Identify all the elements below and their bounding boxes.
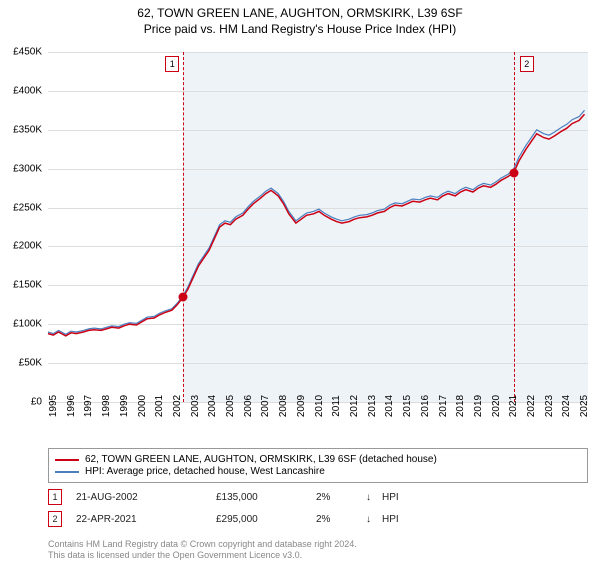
x-tick-label: 2022 <box>526 395 537 417</box>
x-tick-label: 2025 <box>579 395 590 417</box>
legend-box: 62, TOWN GREEN LANE, AUGHTON, ORMSKIRK, … <box>48 448 588 483</box>
x-tick-label: 2009 <box>296 395 307 417</box>
x-tick-label: 2014 <box>384 395 395 417</box>
y-tick-label: £300K <box>13 163 42 174</box>
sale-price: £135,000 <box>216 492 316 503</box>
marker-dot-2 <box>509 168 518 177</box>
x-tick-label: 2002 <box>172 395 183 417</box>
x-tick-label: 2019 <box>473 395 484 417</box>
x-tick-label: 1996 <box>66 395 77 417</box>
sale-row: 1 21-AUG-2002£135,0002%↓HPI <box>48 489 588 505</box>
legend-row: 62, TOWN GREEN LANE, AUGHTON, ORMSKIRK, … <box>55 454 581 465</box>
y-tick-label: £100K <box>13 319 42 330</box>
attribution: Contains HM Land Registry data © Crown c… <box>48 539 357 562</box>
x-tick-label: 2021 <box>508 395 519 417</box>
y-tick-label: £350K <box>13 124 42 135</box>
marker-dot-1 <box>179 293 188 302</box>
legend-swatch <box>55 471 79 473</box>
legend-label: 62, TOWN GREEN LANE, AUGHTON, ORMSKIRK, … <box>85 454 437 465</box>
series-property <box>48 114 585 336</box>
series-hpi <box>48 110 585 334</box>
x-tick-label: 2008 <box>278 395 289 417</box>
x-tick-label: 2016 <box>420 395 431 417</box>
x-tick-label: 2010 <box>314 395 325 417</box>
x-tick-label: 1998 <box>101 395 112 417</box>
x-tick-label: 2013 <box>367 395 378 417</box>
x-tick-label: 2023 <box>544 395 555 417</box>
legend-row: HPI: Average price, detached house, West… <box>55 466 581 477</box>
marker-line-1 <box>183 52 184 402</box>
sale-date: 21-AUG-2002 <box>76 492 216 503</box>
chart-plot-area: 12 <box>48 52 588 402</box>
marker-box-2: 2 <box>520 56 534 72</box>
x-tick-label: 2011 <box>331 395 342 417</box>
x-tick-label: 2020 <box>491 395 502 417</box>
y-tick-label: £200K <box>13 241 42 252</box>
x-tick-label: 2001 <box>154 395 165 417</box>
x-tick-label: 2006 <box>243 395 254 417</box>
x-tick-label: 2018 <box>455 395 466 417</box>
x-tick-label: 1997 <box>83 395 94 417</box>
sale-row: 2 22-APR-2021£295,0002%↓HPI <box>48 511 588 527</box>
chart-subtitle: Price paid vs. HM Land Registry's House … <box>0 22 600 36</box>
x-tick-label: 1995 <box>48 395 59 417</box>
chart-lines <box>48 52 588 402</box>
x-tick-label: 2024 <box>561 395 572 417</box>
sale-vs: HPI <box>382 514 399 525</box>
x-tick-label: 2015 <box>402 395 413 417</box>
x-tick-label: 2000 <box>137 395 148 417</box>
sale-date: 22-APR-2021 <box>76 514 216 525</box>
y-tick-label: £150K <box>13 280 42 291</box>
legend-swatch <box>55 459 79 461</box>
y-tick-label: £250K <box>13 202 42 213</box>
y-tick-label: £50K <box>19 358 42 369</box>
legend-label: HPI: Average price, detached house, West… <box>85 466 325 477</box>
y-tick-label: £450K <box>13 47 42 58</box>
attribution-line1: Contains HM Land Registry data © Crown c… <box>48 539 357 551</box>
x-tick-label: 1999 <box>119 395 130 417</box>
sale-marker: 2 <box>48 511 62 527</box>
x-tick-label: 2003 <box>190 395 201 417</box>
marker-box-1: 1 <box>165 56 179 72</box>
sale-delta: 2% <box>316 492 366 503</box>
down-arrow-icon: ↓ <box>366 492 382 503</box>
x-tick-label: 2004 <box>207 395 218 417</box>
sale-delta: 2% <box>316 514 366 525</box>
x-tick-label: 2017 <box>438 395 449 417</box>
down-arrow-icon: ↓ <box>366 514 382 525</box>
sale-price: £295,000 <box>216 514 316 525</box>
x-tick-label: 2012 <box>349 395 360 417</box>
y-tick-label: £400K <box>13 85 42 96</box>
sale-vs: HPI <box>382 492 399 503</box>
chart-title: 62, TOWN GREEN LANE, AUGHTON, ORMSKIRK, … <box>0 6 600 20</box>
attribution-line2: This data is licensed under the Open Gov… <box>48 550 357 562</box>
x-axis: 1995199619971998199920002001200220032004… <box>48 402 588 442</box>
sale-marker: 1 <box>48 489 62 505</box>
x-tick-label: 2005 <box>225 395 236 417</box>
legend-and-sales: 62, TOWN GREEN LANE, AUGHTON, ORMSKIRK, … <box>48 448 588 527</box>
y-tick-label: £0 <box>31 397 42 408</box>
y-axis: £0£50K£100K£150K£200K£250K£300K£350K£400… <box>4 52 44 402</box>
marker-line-2 <box>514 52 515 402</box>
x-tick-label: 2007 <box>260 395 271 417</box>
